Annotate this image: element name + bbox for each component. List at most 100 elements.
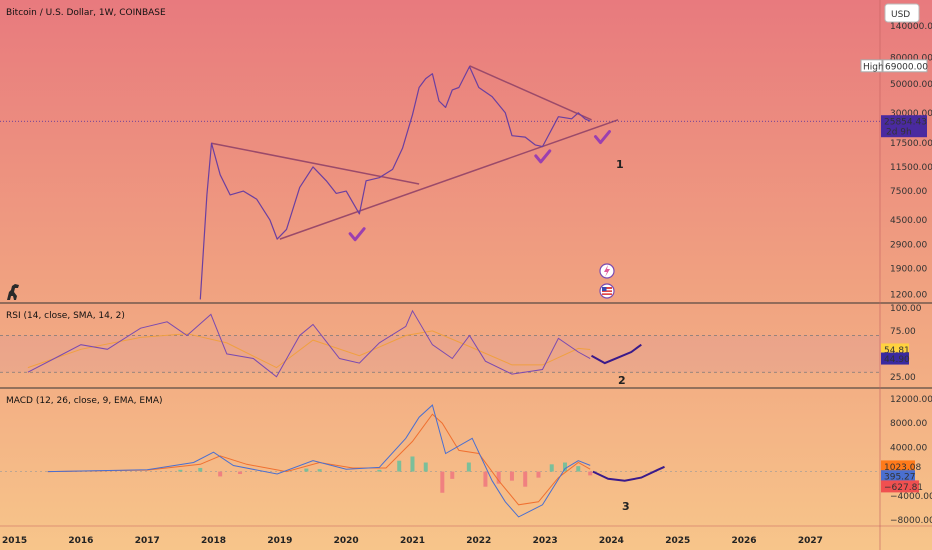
rsi-ma-value-tag: 54.81	[884, 346, 910, 356]
macd-tick-label: 12000.00	[890, 395, 932, 405]
last-price-label: 25854.43	[884, 118, 927, 128]
checkmark-icon	[534, 149, 552, 164]
macd-value-tag-bg	[881, 460, 915, 473]
rsi-line	[27, 309, 591, 378]
time-tick-label: 2020	[334, 536, 359, 546]
macd-histogram-bar	[238, 471, 243, 475]
price-plot	[0, 65, 880, 300]
macd-histogram-bar	[588, 471, 593, 476]
time-tick-label: 2023	[533, 536, 558, 546]
high-label: High	[863, 62, 884, 72]
signal-value-tag-bg	[881, 470, 915, 483]
rsi-projection	[591, 343, 642, 365]
trendline[interactable]	[211, 142, 420, 185]
signal-line	[47, 413, 591, 506]
macd-projection	[592, 465, 665, 482]
price-tick-label: 30000.00	[890, 109, 932, 119]
price-line	[199, 65, 591, 300]
price-tick-label: 1900.00	[890, 265, 927, 275]
macd-line	[47, 404, 591, 518]
histogram-value-tag-bg	[881, 480, 919, 493]
histogram-value-tag: −627.81	[884, 483, 923, 493]
rsi-plot	[0, 309, 880, 378]
checkmark-icon	[348, 227, 366, 242]
macd-histogram-bar	[423, 462, 428, 472]
macd-tick-label: 4000.00	[890, 443, 927, 453]
time-tick-label: 2015	[2, 536, 27, 546]
symbol-title: Bitcoin / U.S. Dollar, 1W, COINBASE	[6, 8, 166, 18]
price-tick-label: 50000.00	[890, 80, 932, 90]
price-axis-ticks: 140000.00 80000.00 50000.00 30000.00 17500.0…	[890, 22, 932, 301]
time-tick-label: 2019	[267, 536, 292, 546]
time-tick-label: 2027	[798, 536, 823, 546]
macd-histogram-bar	[509, 471, 514, 481]
macd-tick-label: 8000.00	[890, 419, 927, 429]
rsi-ma-value-tag-bg	[881, 343, 909, 356]
high-value-bg	[882, 59, 928, 73]
macd-histogram-bar	[483, 471, 488, 487]
rsi-title: RSI (14, close, SMA, 14, 2)	[6, 311, 125, 321]
high-value: 69000.00	[885, 62, 928, 72]
trendline[interactable]	[279, 119, 619, 240]
last-price-bg	[881, 115, 927, 138]
price-tick-label: 17500.00	[890, 139, 932, 149]
time-tick-label: 2016	[68, 536, 93, 546]
price-tick-label: 80000.00	[890, 53, 932, 63]
macd-histogram-bar	[563, 462, 568, 472]
us-flag-icon[interactable]	[599, 283, 615, 299]
macd-histogram-bar	[440, 471, 445, 493]
time-tick-label: 2024	[599, 536, 624, 546]
macd-histogram-bar	[178, 469, 183, 472]
signal-value-tag: 395.27	[884, 473, 916, 483]
time-tick-label: 2017	[135, 536, 160, 546]
price-tick-label: 1200.00	[890, 290, 927, 300]
macd-histogram-bar	[496, 471, 501, 484]
macd-histogram-bar	[576, 466, 581, 472]
macd-histogram-bar	[198, 467, 203, 472]
rsi-tick-label: 25.00	[890, 373, 916, 383]
rsi-ma-line	[27, 330, 591, 369]
macd-histogram-bar	[397, 460, 402, 472]
lightning-icon[interactable]	[599, 263, 615, 279]
annotation-2: 2	[618, 374, 626, 387]
rsi-tick-label: 75.00	[890, 327, 916, 337]
macd-histogram-bar	[410, 456, 415, 472]
currency-label: USD	[891, 10, 910, 20]
rsi-tick-label: 100.00	[890, 304, 922, 314]
time-tick-label: 2021	[400, 536, 425, 546]
time-tick-label: 2025	[665, 536, 690, 546]
rsi-value-tag-bg	[881, 352, 909, 365]
currency-button[interactable]	[884, 3, 920, 23]
macd-title: MACD (12, 26, close, 9, EMA, EMA)	[6, 396, 163, 406]
macd-tick-label: −4000.00	[890, 492, 932, 502]
macd-value-tag: 1023.08	[884, 463, 921, 473]
trendline[interactable]	[469, 65, 592, 121]
time-tick-label: 2022	[466, 536, 491, 546]
price-tick-label: 2900.00	[890, 241, 927, 251]
trendlines[interactable]	[211, 65, 619, 240]
macd-histogram-bar	[377, 469, 382, 472]
macd-histogram-bar	[218, 471, 223, 477]
high-label-bg	[860, 59, 883, 73]
annotation-1: 1	[616, 158, 624, 171]
price-tick-label: 11500.00	[890, 163, 932, 173]
annotation-3: 3	[622, 500, 630, 513]
macd-histogram-bar	[317, 469, 322, 472]
time-tick-label: 2026	[732, 536, 757, 546]
macd-histogram-bar	[523, 471, 528, 487]
rsi-axis-ticks: 100.00 75.00 25.00	[0, 304, 922, 383]
checkmark-icon	[593, 130, 611, 145]
time-axis-ticks: 2015 2016 2017 2018 2019 2020 2021 2022 2023 2024…	[2, 536, 823, 546]
price-tick-label: 140000.00	[890, 22, 932, 32]
rsi-band-fill	[0, 335, 880, 373]
macd-histogram-bar	[536, 471, 541, 478]
dinosaur-logo-icon	[7, 284, 19, 300]
price-tick-label: 7500.00	[890, 187, 927, 197]
rsi-value-tag: 44.90	[884, 355, 910, 365]
macd-histogram-bar	[549, 464, 554, 472]
countdown-label: 2d 9h	[886, 128, 912, 138]
macd-plot	[47, 404, 665, 518]
price-tick-label: 4500.00	[890, 216, 927, 226]
